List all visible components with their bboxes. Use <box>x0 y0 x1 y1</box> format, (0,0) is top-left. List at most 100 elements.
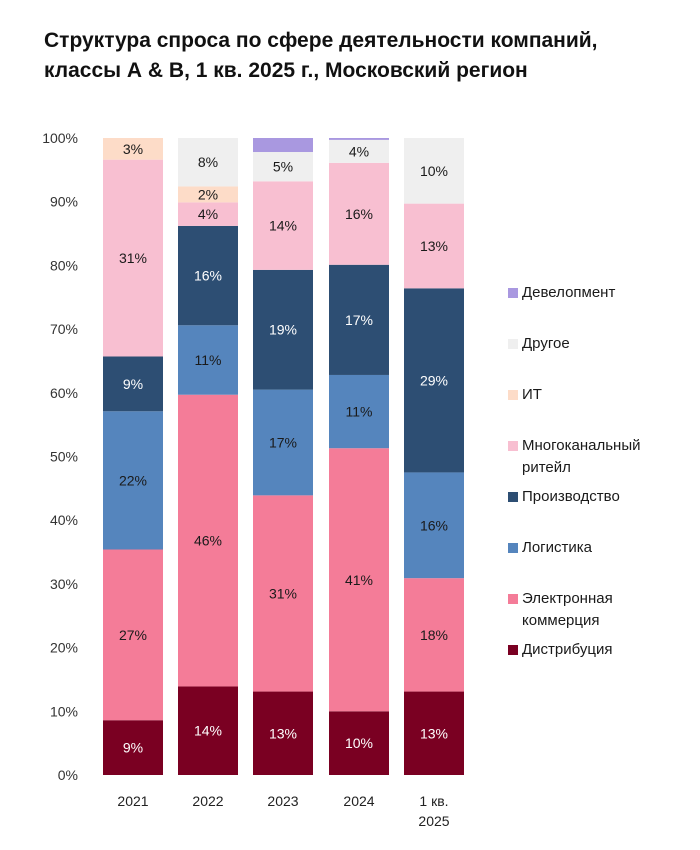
legend-item: Многоканальный ритейл <box>508 435 688 479</box>
y-tick-label: 20% <box>50 640 78 656</box>
legend-swatch <box>508 543 518 553</box>
bar-segment <box>329 448 389 712</box>
legend-item: Другое <box>508 333 688 355</box>
bar-segment <box>329 138 389 140</box>
x-tick-label: 1 кв. <box>419 793 448 809</box>
legend-item: Дистрибуция <box>508 639 688 661</box>
bar-segment <box>253 152 313 182</box>
legend-label: Производство <box>522 488 620 505</box>
bar-segment <box>253 691 313 775</box>
data-label: 17% <box>345 312 373 328</box>
y-tick-label: 60% <box>50 385 78 401</box>
legend-label: ИТ <box>522 386 542 403</box>
legend-swatch <box>508 288 518 298</box>
data-label: 16% <box>420 517 448 533</box>
data-label: 16% <box>194 268 222 284</box>
bar-segment <box>253 495 313 692</box>
chart-title-line-1: Структура спроса по сфере деятельности к… <box>44 29 598 52</box>
y-tick-label: 30% <box>50 576 78 592</box>
data-label: 13% <box>420 238 448 254</box>
y-tick-label: 50% <box>50 449 78 465</box>
data-label: 10% <box>420 163 448 179</box>
bar-segment <box>253 269 313 390</box>
y-tick-label: 0% <box>58 767 78 783</box>
data-label: 18% <box>420 627 448 643</box>
legend-label: Электронная <box>522 590 613 607</box>
bar-segment <box>103 356 163 412</box>
legend-label: Логистика <box>522 539 593 556</box>
bar-segment <box>404 203 464 289</box>
data-label: 19% <box>269 322 297 338</box>
y-tick-label: 80% <box>50 257 78 273</box>
bar-segment <box>103 549 163 721</box>
legend-item: Логистика <box>508 537 688 559</box>
bar-segment <box>178 202 238 226</box>
bar-segment <box>178 325 238 395</box>
legend-item: ИТ <box>508 384 688 406</box>
data-label: 11% <box>346 404 373 420</box>
data-label: 14% <box>194 723 222 739</box>
bar-segment <box>178 138 238 187</box>
legend-item: Производство <box>508 486 688 508</box>
data-label: 29% <box>420 372 448 388</box>
data-label: 13% <box>420 725 448 741</box>
bar-segment <box>329 162 389 265</box>
legend-item: Девелопмент <box>508 282 688 304</box>
bar-segment <box>178 186 238 203</box>
bar-segment <box>253 138 313 153</box>
bar-segment <box>329 711 389 775</box>
data-label: 10% <box>345 735 373 751</box>
bar-segment <box>404 288 464 473</box>
bar-segment <box>178 225 238 326</box>
y-tick-label: 70% <box>50 321 78 337</box>
bar-segment <box>253 181 313 270</box>
bar-segment <box>404 578 464 692</box>
legend-label: Многоканальный <box>522 437 641 454</box>
data-label: 22% <box>119 472 147 488</box>
data-label: 41% <box>345 572 373 588</box>
bar-segment <box>253 389 313 496</box>
data-label: 31% <box>269 585 297 601</box>
chart-title-line-2: классы А & В, 1 кв. 2025 г., Московский … <box>44 59 528 82</box>
data-label: 17% <box>269 434 297 450</box>
y-tick-label: 90% <box>50 194 78 210</box>
bar-segment <box>103 138 163 160</box>
legend-swatch <box>508 492 518 502</box>
legend-label: ритейл <box>522 459 571 476</box>
data-label: 5% <box>273 159 293 175</box>
bar-segment <box>103 411 163 550</box>
bar-segment <box>404 472 464 579</box>
x-tick-label: 2023 <box>267 793 298 809</box>
bar-segment <box>329 374 389 449</box>
legend-item: Электронная коммерция <box>508 588 688 632</box>
bar-segment <box>178 394 238 687</box>
data-label: 13% <box>269 725 297 741</box>
data-label: 14% <box>269 218 297 234</box>
x-tick-label: 2022 <box>192 793 223 809</box>
bar-segment <box>404 138 464 204</box>
legend-swatch <box>508 645 518 655</box>
data-label: 11% <box>195 352 222 368</box>
data-label: 4% <box>349 143 369 159</box>
data-label: 9% <box>123 740 143 756</box>
chart-title: Структура спроса по сфере деятельности к… <box>44 26 664 86</box>
data-label: 31% <box>119 250 147 266</box>
data-label: 2% <box>198 186 218 202</box>
data-label: 3% <box>123 141 143 157</box>
y-tick-label: 100% <box>42 130 78 146</box>
x-tick-label: 2025 <box>418 813 449 829</box>
bar-segment <box>329 139 389 163</box>
x-tick-label: 2021 <box>117 793 148 809</box>
bar-segment <box>329 264 389 375</box>
legend-label: коммерция <box>522 612 600 629</box>
x-tick-label: 2024 <box>343 793 374 809</box>
legend-label: Другое <box>522 335 570 352</box>
legend-label: Девелопмент <box>522 284 616 301</box>
bar-segment <box>178 686 238 775</box>
data-label: 27% <box>119 627 147 643</box>
data-label: 46% <box>194 533 222 549</box>
legend-swatch <box>508 339 518 349</box>
y-tick-label: 10% <box>50 703 78 719</box>
data-label: 16% <box>345 206 373 222</box>
